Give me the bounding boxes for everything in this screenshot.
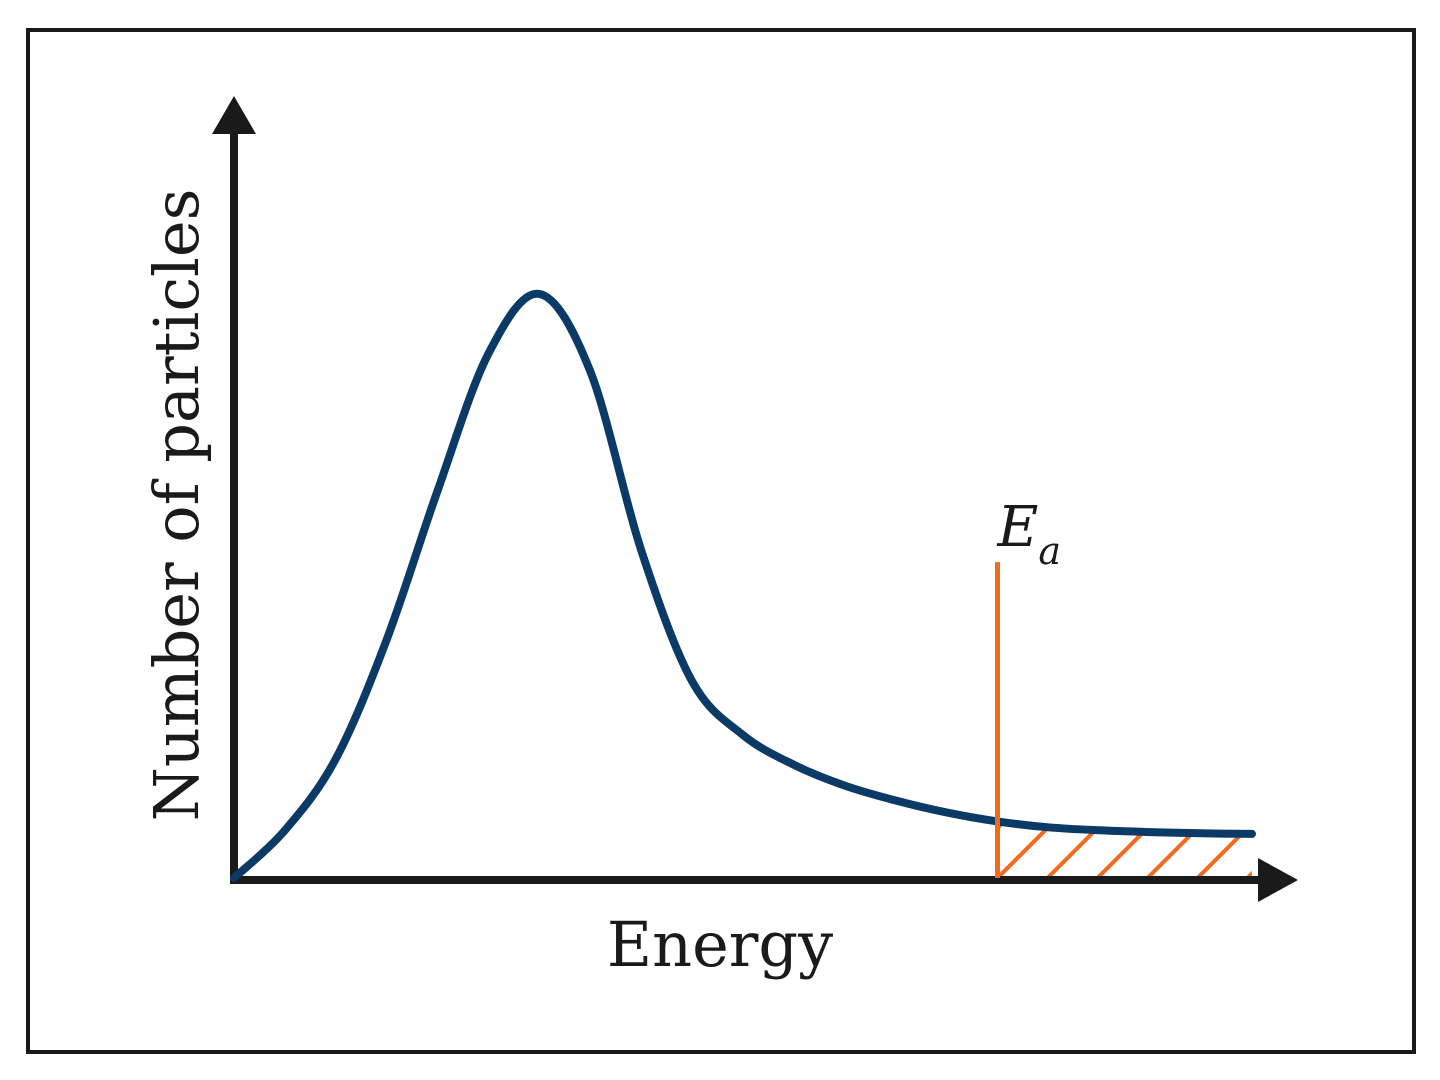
ea-label-main: E — [997, 495, 1039, 560]
hatch-line — [1046, 821, 1169, 878]
ea-label-subscript: a — [1038, 529, 1061, 573]
hatch-line — [997, 821, 1119, 878]
y-axis-title: Number of particles — [140, 189, 213, 822]
series-line — [230, 289, 1256, 882]
hatch-line — [1348, 758, 1440, 878]
hatch-line — [1246, 821, 1252, 878]
y-axis-arrowhead — [212, 96, 256, 134]
hatch-line — [1298, 758, 1418, 878]
hatch-line — [848, 758, 968, 878]
x-axis-arrowhead — [1258, 858, 1298, 902]
hatch-line — [1196, 821, 1252, 878]
hatch-line — [1146, 821, 1252, 878]
x-axis-title: Energy — [607, 908, 833, 981]
ea-label: Ea — [997, 495, 1062, 573]
hatched-area-above-ea — [848, 758, 1440, 878]
hatch-line — [1096, 821, 1219, 878]
